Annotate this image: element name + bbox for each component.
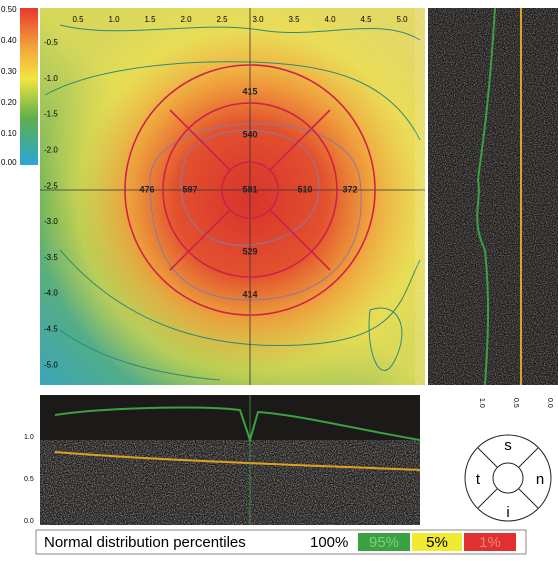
axis-label: -2.5 <box>44 181 58 190</box>
axis-label: 1.5 <box>144 15 156 24</box>
scale-label: 0.10 <box>1 129 17 138</box>
scan-texture <box>428 8 558 385</box>
axis-label: 2.0 <box>180 15 192 24</box>
axis-label: 0.5 <box>72 15 84 24</box>
sector-value: 597 <box>182 184 197 194</box>
sector-value: 529 <box>242 246 257 256</box>
sector-value: 476 <box>139 184 154 194</box>
scale-label: 0.40 <box>1 36 17 45</box>
scale-label: 0.30 <box>1 67 17 76</box>
axis-label: -0.5 <box>44 38 58 47</box>
legend-label: 5% <box>426 534 448 551</box>
scale-label: 0.00 <box>1 158 17 167</box>
sector-value: 510 <box>297 184 312 194</box>
axis-label: 3.0 <box>252 15 264 24</box>
sector-value: 540 <box>242 129 257 139</box>
axis-label: -4.5 <box>44 325 58 334</box>
scan-texture <box>40 448 420 525</box>
legend-label: 1% <box>479 534 501 551</box>
orientation-label: i <box>506 504 509 521</box>
axis-label: 5.0 <box>396 15 408 24</box>
orientation-label: n <box>536 471 544 488</box>
axis-label: 1.0 <box>108 15 120 24</box>
axis-label: 4.5 <box>360 15 372 24</box>
axis-label: -1.0 <box>44 74 58 83</box>
axis-label: -3.0 <box>44 217 58 226</box>
thickness-map-heat <box>40 8 425 385</box>
axis-label: -2.0 <box>44 146 58 155</box>
orientation-label: s <box>504 437 512 454</box>
sector-value: 372 <box>342 184 357 194</box>
sector-value: 415 <box>242 86 257 96</box>
axis-label: 3.5 <box>288 15 300 24</box>
sector-value: 581 <box>242 184 257 194</box>
scan-label: 1.0 <box>478 398 485 408</box>
axis-label: 4.0 <box>324 15 336 24</box>
sector-value: 414 <box>242 289 257 299</box>
axis-label: 2.5 <box>216 15 228 24</box>
scan-label: 0.5 <box>512 398 519 408</box>
axis-label: -1.5 <box>44 110 58 119</box>
color-scale <box>20 8 38 165</box>
scan-label: 1.0 <box>24 434 34 441</box>
oct-report: 0.50 0.40 0.30 0.20 0.10 0.00 0.5 1.0 1.5 2.0 2.5… <box>0 0 558 558</box>
legend-label: 95% <box>369 534 399 551</box>
legend-title: Normal distribution percentiles <box>44 534 246 551</box>
axis-label: -5.0 <box>44 360 58 369</box>
legend-label: 100% <box>310 534 348 551</box>
scan-label: 0.0 <box>546 398 553 408</box>
axis-label: -4.0 <box>44 289 58 298</box>
scan-label: 0.0 <box>24 518 34 525</box>
scale-label: 0.50 <box>1 5 17 14</box>
axis-label: -3.5 <box>44 253 58 262</box>
scan-label: 0.5 <box>24 476 34 483</box>
scale-label: 0.20 <box>1 98 17 107</box>
orientation-label: t <box>476 471 481 488</box>
